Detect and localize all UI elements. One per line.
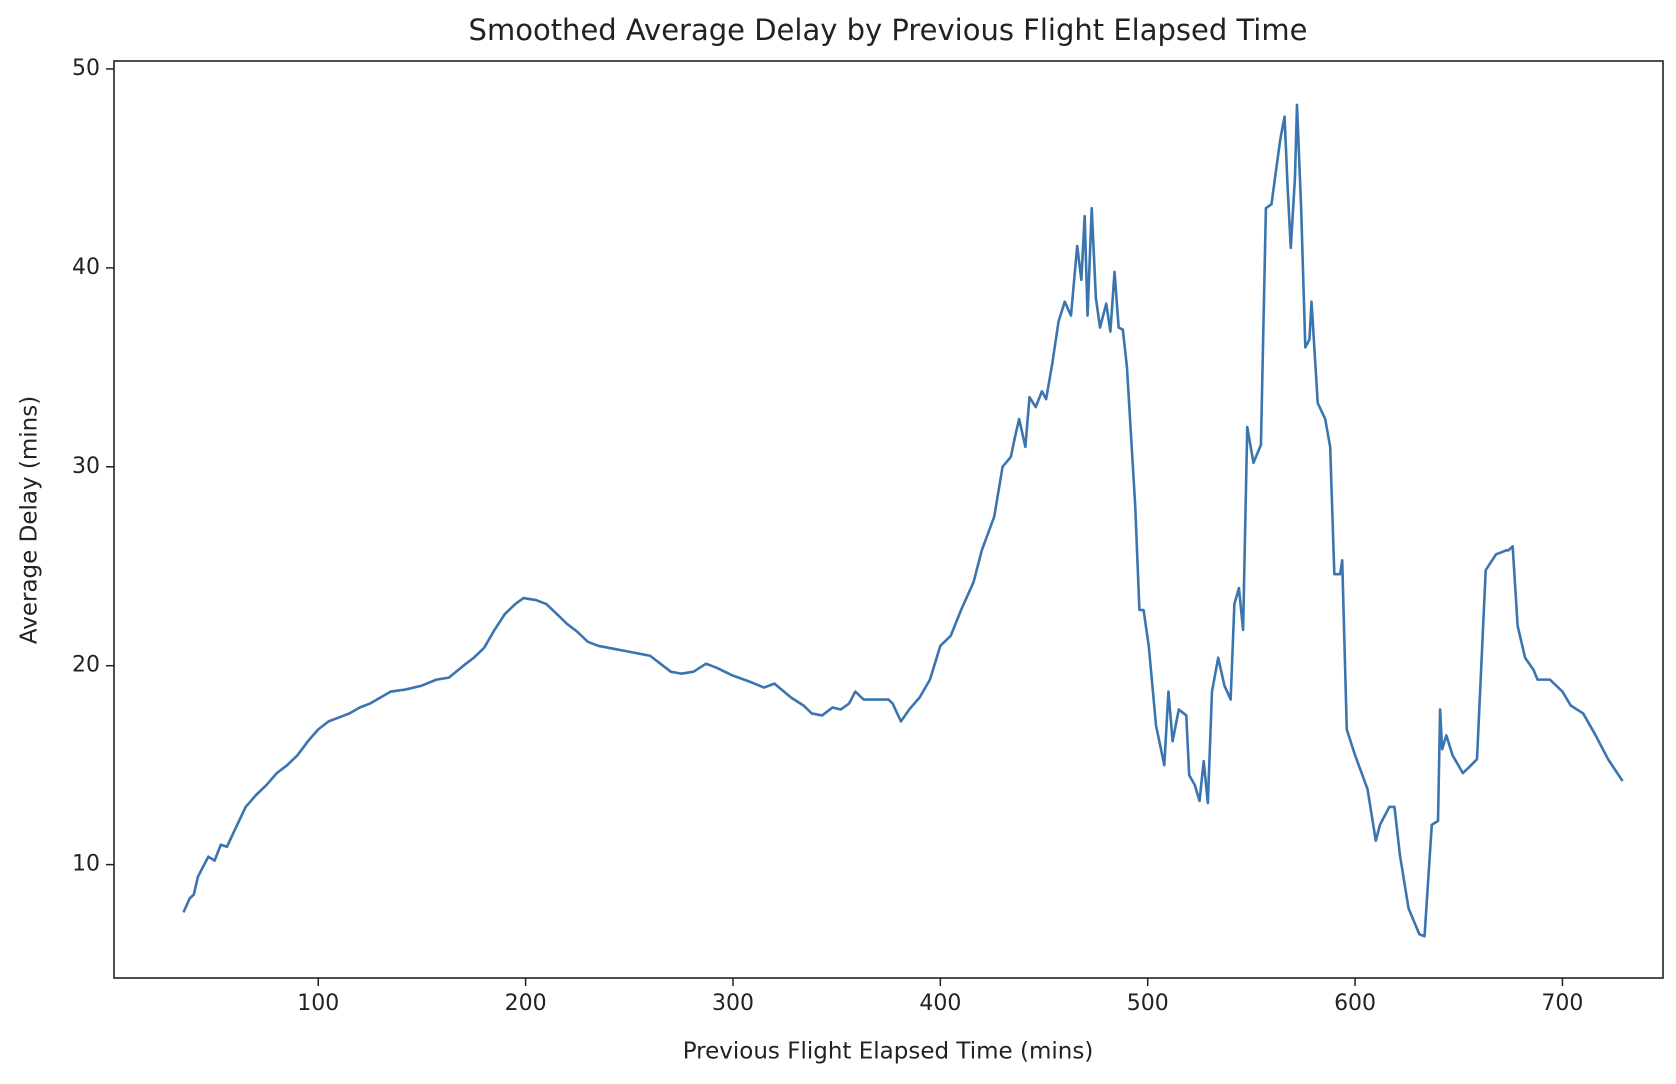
x-tick-label: 100: [297, 991, 339, 1016]
y-tick-label: 20: [72, 653, 100, 678]
plot-area: 100 200 300 400 500 600 700 10 20 30 40 50: [72, 56, 1624, 1016]
axes-frame: [113, 60, 1664, 979]
x-tick-label: 700: [1541, 991, 1583, 1016]
data-line: [182, 103, 1624, 938]
x-tick-label: 500: [1127, 991, 1169, 1016]
x-tick-label: 600: [1334, 991, 1376, 1016]
x-axis-label: Previous Flight Elapsed Time (mins): [683, 1039, 1094, 1065]
chart-title: Smoothed Average Delay by Previous Fligh…: [469, 13, 1308, 47]
y-tick-label: 40: [72, 255, 100, 280]
y-tick-label: 50: [72, 56, 100, 81]
y-tick-label: 10: [72, 852, 100, 877]
y-tick-label: 30: [72, 454, 100, 479]
x-tick-label: 200: [505, 991, 547, 1016]
x-tick-label: 300: [712, 991, 754, 1016]
x-tick-label: 400: [919, 991, 961, 1016]
y-axis-label: Average Delay (mins): [17, 396, 43, 644]
